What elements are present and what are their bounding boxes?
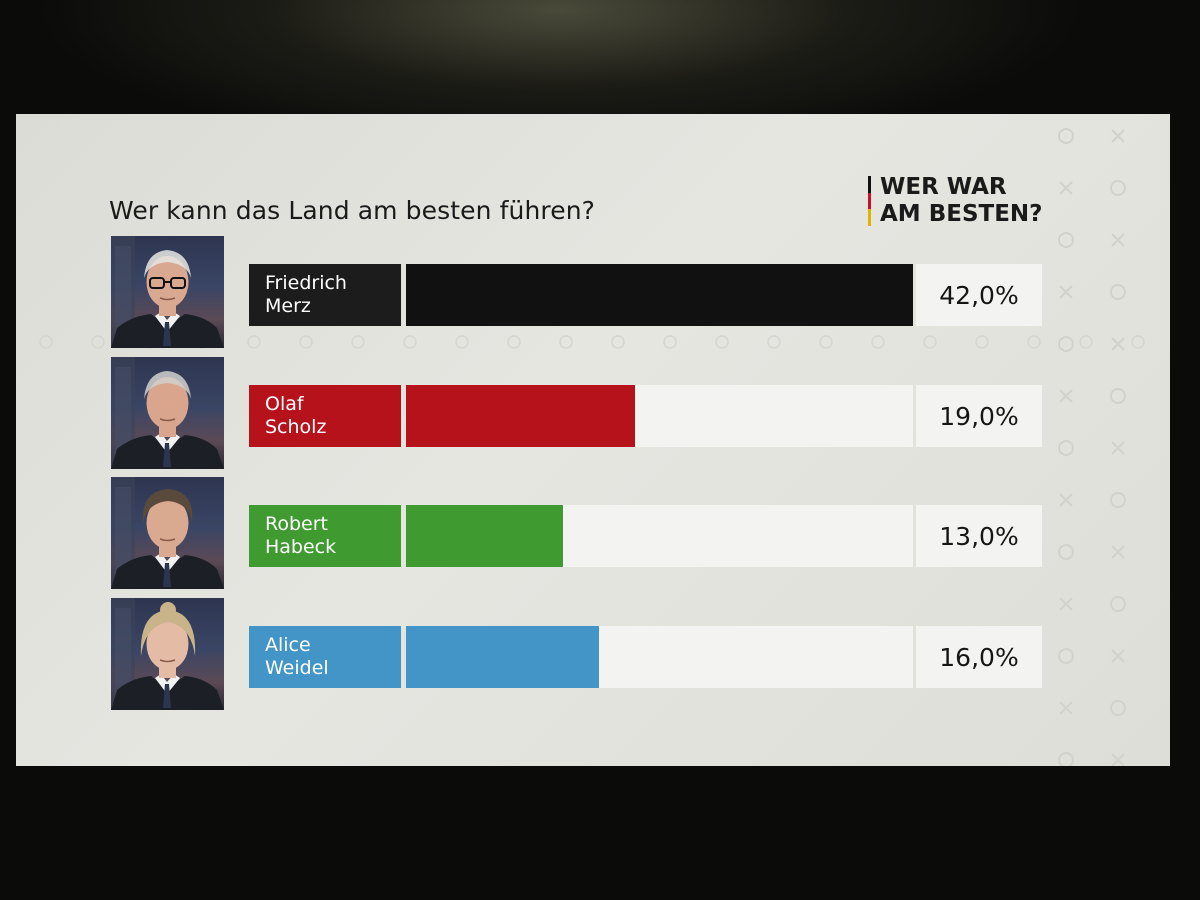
candidate-photo bbox=[111, 236, 224, 348]
candidate-last-name: Scholz bbox=[265, 416, 327, 438]
show-logo-text: WER WAR AM BESTEN? bbox=[880, 174, 1043, 228]
tv-screen: Wer kann das Land am besten führen? WER … bbox=[16, 114, 1170, 766]
candidate-photo bbox=[111, 598, 224, 710]
bar-track bbox=[406, 505, 913, 567]
candidate-first-name: Alice bbox=[265, 634, 311, 656]
candidate-name-label: Alice Weidel bbox=[249, 626, 401, 688]
candidate-last-name: Merz bbox=[265, 295, 311, 317]
bar-track bbox=[406, 264, 913, 326]
bar bbox=[406, 264, 913, 326]
data-label: 42,0% bbox=[916, 264, 1042, 326]
bar-track bbox=[406, 626, 913, 688]
candidate-row: Alice Weidel 16,0% bbox=[16, 598, 1170, 710]
chart-title: Wer kann das Land am besten führen? bbox=[109, 196, 596, 225]
show-logo-line-2: AM BESTEN? bbox=[880, 201, 1043, 227]
candidate-row: Robert Habeck 13,0% bbox=[16, 477, 1170, 589]
monitor-bezel bbox=[0, 0, 1200, 120]
german-flag-icon bbox=[868, 176, 871, 227]
candidate-row: Friedrich Merz 42,0% bbox=[16, 236, 1170, 348]
candidate-name-label: Friedrich Merz bbox=[249, 264, 401, 326]
data-label: 13,0% bbox=[916, 505, 1042, 567]
show-logo-line-1: WER WAR bbox=[880, 174, 1007, 200]
candidate-photo bbox=[111, 477, 224, 589]
show-logo: WER WAR AM BESTEN? bbox=[868, 174, 1043, 228]
candidate-first-name: Olaf bbox=[265, 393, 304, 415]
bar-track bbox=[406, 385, 913, 447]
candidate-last-name: Weidel bbox=[265, 657, 329, 679]
bar bbox=[406, 626, 599, 688]
data-label: 16,0% bbox=[916, 626, 1042, 688]
bar bbox=[406, 505, 563, 567]
candidate-last-name: Habeck bbox=[265, 536, 337, 558]
candidate-row: Olaf Scholz 19,0% bbox=[16, 357, 1170, 469]
candidate-first-name: Friedrich bbox=[265, 272, 347, 294]
candidate-name-label: Robert Habeck bbox=[249, 505, 401, 567]
bar bbox=[406, 385, 635, 447]
candidate-name-label: Olaf Scholz bbox=[249, 385, 401, 447]
candidate-first-name: Robert bbox=[265, 513, 328, 535]
candidate-photo bbox=[111, 357, 224, 469]
data-label: 19,0% bbox=[916, 385, 1042, 447]
